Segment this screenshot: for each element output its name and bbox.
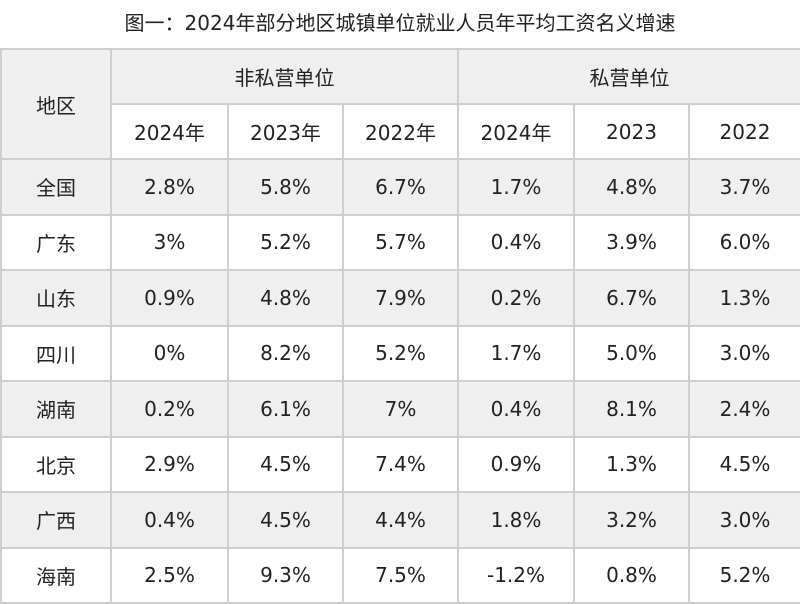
value-cell: 2.5%	[110, 546, 229, 604]
value-cell: 1.3%	[573, 435, 690, 493]
value-cell: 7.4%	[342, 435, 459, 493]
table-row: 全国 2.8% 5.8% 6.7% 1.7% 4.8% 3.7%	[0, 158, 800, 216]
value-cell: 0.4%	[457, 213, 575, 271]
value-cell: 0.2%	[110, 380, 229, 438]
value-cell: -1.2%	[457, 546, 575, 604]
value-cell: 6.7%	[573, 269, 690, 327]
wage-growth-table: 地区 非私营单位 私营单位 2024年 2023年 2022年 2024年 2023 20…	[0, 48, 800, 604]
value-cell: 0.8%	[573, 546, 690, 604]
value-cell: 3.9%	[573, 213, 690, 271]
value-cell: 5.2%	[227, 213, 344, 271]
header-region: 地区	[0, 48, 112, 160]
value-cell: 5.0%	[573, 324, 690, 382]
value-cell: 2.8%	[110, 158, 229, 216]
header-year: 2023	[573, 103, 690, 160]
value-cell: 7%	[342, 380, 459, 438]
header-private: 私营单位	[456, 48, 800, 105]
value-cell: 3.0%	[687, 491, 800, 549]
table-row: 广西 0.4% 4.5% 4.4% 1.8% 3.2% 3.0%	[0, 491, 800, 549]
value-cell: 0.9%	[110, 269, 229, 327]
region-cell: 湖南	[0, 380, 112, 438]
table-row: 广东 3% 5.2% 5.7% 0.4% 3.9% 6.0%	[0, 213, 800, 271]
value-cell: 5.7%	[342, 213, 459, 271]
value-cell: 7.5%	[342, 546, 459, 604]
header-year: 2024年	[110, 103, 229, 160]
value-cell: 1.8%	[457, 491, 575, 549]
region-cell: 全国	[0, 158, 112, 216]
value-cell: 6.1%	[227, 380, 344, 438]
table-row: 湖南 0.2% 6.1% 7% 0.4% 8.1% 2.4%	[0, 380, 800, 438]
value-cell: 0.2%	[457, 269, 575, 327]
value-cell: 2.4%	[687, 380, 800, 438]
value-cell: 0.9%	[457, 435, 575, 493]
value-cell: 3.0%	[687, 324, 800, 382]
table-row: 山东 0.9% 4.8% 7.9% 0.2% 6.7% 1.3%	[0, 269, 800, 327]
value-cell: 0%	[110, 324, 229, 382]
header-year: 2022年	[342, 103, 459, 160]
region-cell: 四川	[0, 324, 112, 382]
value-cell: 4.5%	[227, 435, 344, 493]
table-row: 北京 2.9% 4.5% 7.4% 0.9% 1.3% 4.5%	[0, 435, 800, 493]
header-year: 2023年	[227, 103, 344, 160]
header-year: 2022	[687, 103, 800, 160]
value-cell: 7.9%	[342, 269, 459, 327]
value-cell: 6.7%	[342, 158, 459, 216]
table-row: 海南 2.5% 9.3% 7.5% -1.2% 0.8% 5.2%	[0, 546, 800, 604]
value-cell: 8.1%	[573, 380, 690, 438]
value-cell: 3.7%	[687, 158, 800, 216]
value-cell: 1.7%	[457, 158, 575, 216]
region-cell: 广东	[0, 213, 112, 271]
header-year: 2024年	[457, 103, 575, 160]
value-cell: 4.5%	[687, 435, 800, 493]
header-nonprivate: 非私营单位	[110, 48, 459, 105]
value-cell: 4.8%	[227, 269, 344, 327]
value-cell: 6.0%	[687, 213, 800, 271]
value-cell: 1.3%	[687, 269, 800, 327]
value-cell: 5.8%	[227, 158, 344, 216]
region-cell: 海南	[0, 546, 112, 604]
value-cell: 3.2%	[573, 491, 690, 549]
value-cell: 5.2%	[342, 324, 459, 382]
value-cell: 8.2%	[227, 324, 344, 382]
value-cell: 0.4%	[110, 491, 229, 549]
value-cell: 4.8%	[573, 158, 690, 216]
region-cell: 广西	[0, 491, 112, 549]
value-cell: 4.4%	[342, 491, 459, 549]
table-title: 图一：2024年部分地区城镇单位就业人员年平均工资名义增速	[124, 11, 676, 35]
region-cell: 北京	[0, 435, 112, 493]
value-cell: 0.4%	[457, 380, 575, 438]
value-cell: 2.9%	[110, 435, 229, 493]
region-cell: 山东	[0, 269, 112, 327]
value-cell: 4.5%	[227, 491, 344, 549]
value-cell: 5.2%	[687, 546, 800, 604]
value-cell: 9.3%	[227, 546, 344, 604]
value-cell: 3%	[110, 213, 229, 271]
table-row: 四川 0% 8.2% 5.2% 1.7% 5.0% 3.0%	[0, 324, 800, 382]
value-cell: 1.7%	[457, 324, 575, 382]
